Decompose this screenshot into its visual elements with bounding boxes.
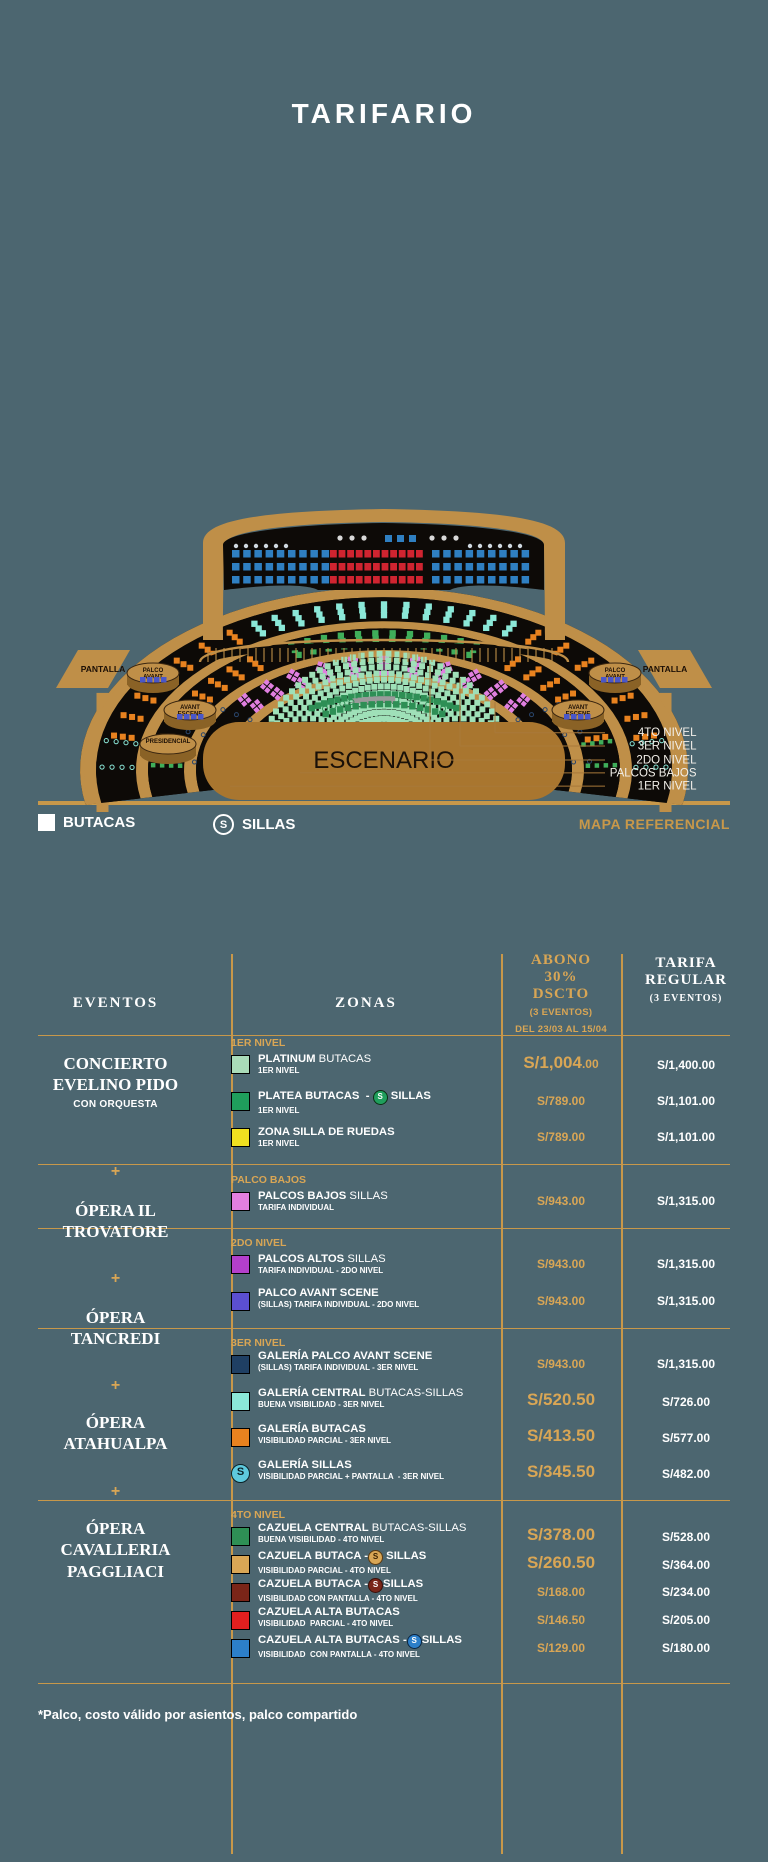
svg-text:AVANT: AVANT: [568, 705, 588, 711]
svg-text:3ER NIVEL: 3ER NIVEL: [638, 741, 697, 753]
svg-text:PANTALLA: PANTALLA: [81, 664, 126, 674]
svg-text:PRESIDENCIAL: PRESIDENCIAL: [146, 739, 191, 745]
svg-text:PALCO: PALCO: [605, 668, 626, 674]
svg-text:PANTALLA: PANTALLA: [643, 664, 688, 674]
svg-text:2DO NIVEL: 2DO NIVEL: [636, 755, 697, 767]
svg-text:PALCO: PALCO: [143, 668, 164, 674]
svg-text:4TO NIVEL: 4TO NIVEL: [638, 727, 697, 739]
svg-text:AVANT: AVANT: [143, 675, 163, 681]
svg-text:PALCOS BAJOS: PALCOS BAJOS: [610, 767, 697, 779]
svg-text:1ER NIVEL: 1ER NIVEL: [638, 781, 697, 793]
svg-text:AVANT: AVANT: [180, 705, 200, 711]
